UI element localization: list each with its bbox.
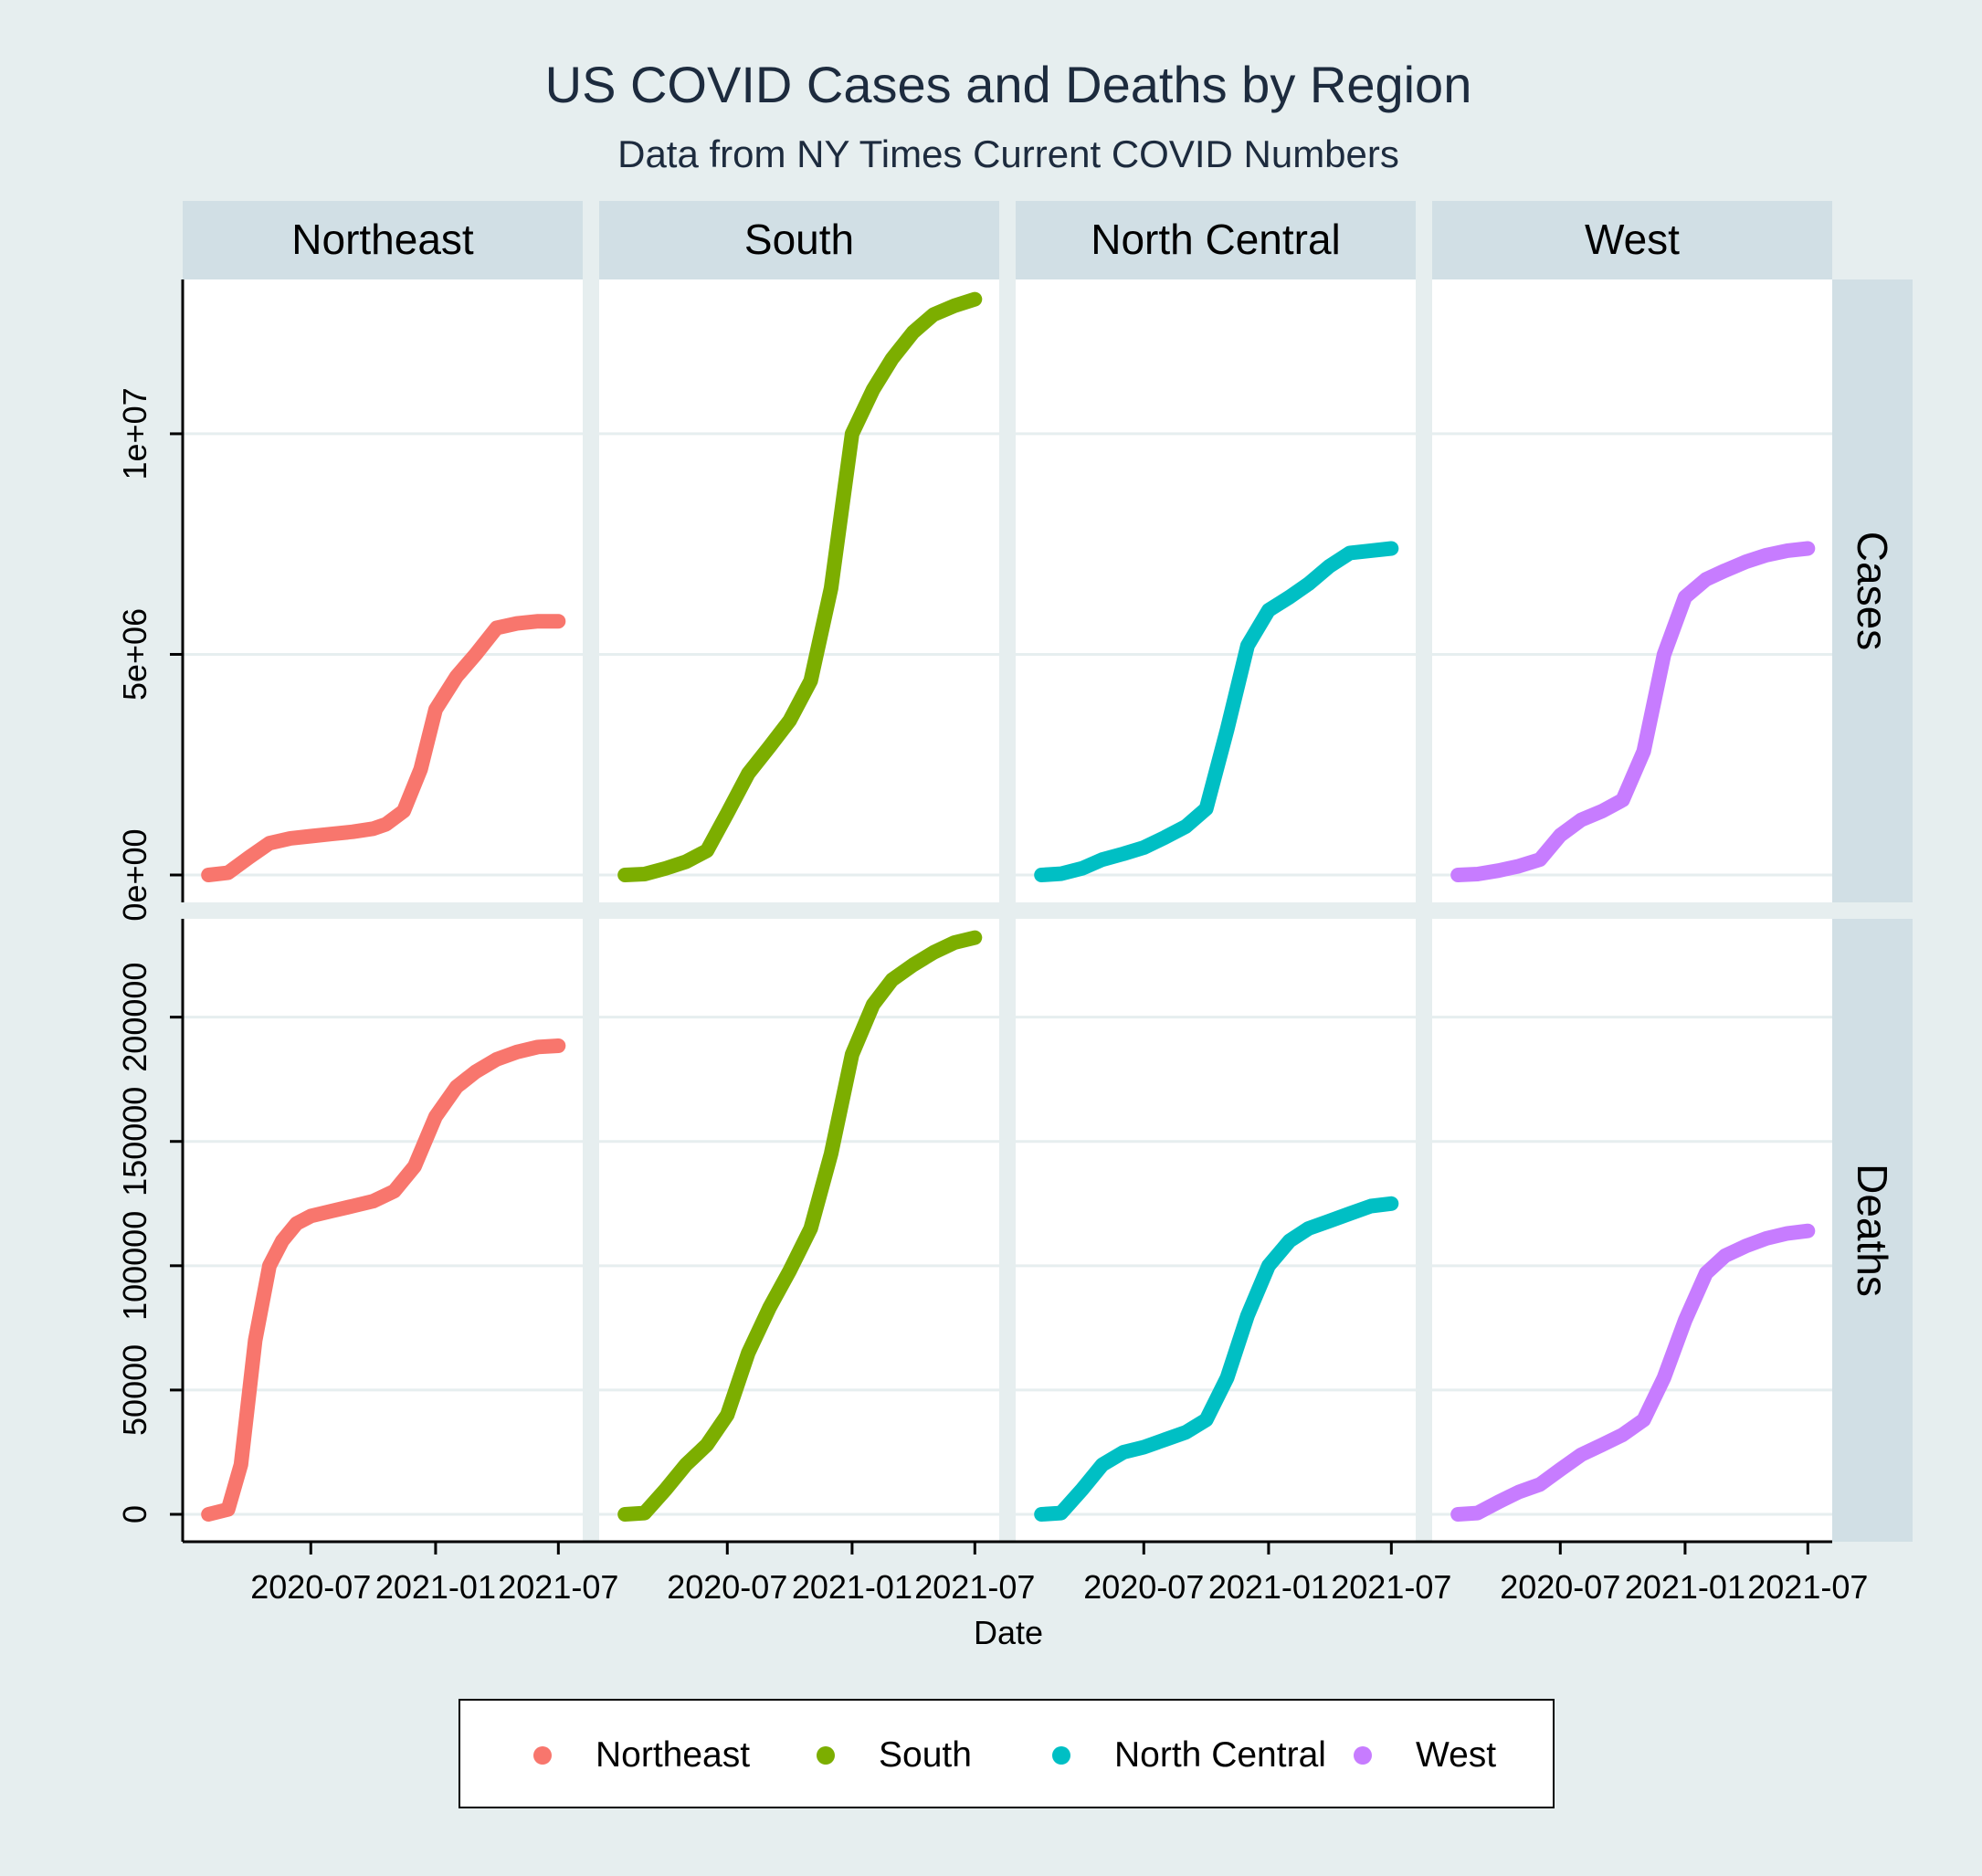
series-line-northeast-deaths: [201, 1038, 566, 1522]
panel-deaths-south: [599, 919, 999, 1542]
legend: Northeast South North Central West: [459, 1699, 1555, 1808]
legend-key-northeast: [533, 1746, 552, 1765]
x-tick-label-north-central: 2020-07: [1083, 1568, 1204, 1606]
series-line-west-deaths: [1450, 1223, 1816, 1522]
y-tick-label-deaths: 100000: [116, 1211, 153, 1321]
x-tick-label-west: 2021-01: [1625, 1568, 1745, 1606]
y-tick-label-cases: 0e+00: [116, 828, 153, 921]
facet-strip-label-north-central: North Central: [1091, 216, 1341, 263]
panel-cases-northeast: [183, 279, 583, 902]
legend-label-north-central: North Central: [1114, 1735, 1326, 1775]
y-tick-label-deaths: 150000: [116, 1087, 153, 1196]
x-tick-label-north-central: 2021-07: [1331, 1568, 1451, 1606]
facet-strip-west: [1432, 201, 1832, 279]
x-tick-label-south: 2021-01: [792, 1568, 912, 1606]
row-strip-cases: [1832, 279, 1913, 902]
legend-label-south: South: [879, 1735, 972, 1775]
legend-item-south: South: [817, 1701, 972, 1810]
legend-key-west: [1354, 1746, 1372, 1765]
series-line-south-deaths: [617, 930, 983, 1522]
x-tick-label-northeast: 2021-07: [498, 1568, 618, 1606]
legend-key-north-central: [1052, 1746, 1070, 1765]
legend-item-west: West: [1354, 1701, 1496, 1810]
legend-item-northeast: Northeast: [533, 1701, 750, 1810]
series-line-south-cases: [617, 291, 983, 882]
facet-strip-label-northeast: Northeast: [291, 216, 474, 263]
legend-item-north-central: North Central: [1052, 1701, 1326, 1810]
panel-cases-south: [599, 279, 999, 902]
series-line-north-central-deaths: [1034, 1196, 1399, 1522]
y-tick-label-deaths: 200000: [116, 963, 153, 1072]
x-axis-title: Date: [974, 1614, 1043, 1651]
panel-cases-north-central: [1016, 279, 1416, 902]
x-tick-label-west: 2020-07: [1500, 1568, 1620, 1606]
chart-subtitle: Data from NY Times Current COVID Numbers: [617, 132, 1399, 175]
x-tick-label-north-central: 2021-01: [1208, 1568, 1329, 1606]
legend-label-northeast: Northeast: [596, 1735, 751, 1775]
panel-deaths-west: [1432, 919, 1832, 1542]
y-tick-label-deaths: 50000: [116, 1344, 153, 1436]
facet-strip-north-central: [1016, 201, 1416, 279]
panel-cases-west: [1432, 279, 1832, 902]
facet-strip-northeast: [183, 201, 583, 279]
legend-label-west: West: [1416, 1735, 1497, 1775]
row-strip-label-cases: Cases: [1849, 532, 1896, 650]
row-strip-deaths: [1832, 919, 1913, 1542]
series-line-northeast-cases: [201, 614, 566, 882]
series-line-north-central-cases: [1034, 541, 1399, 882]
y-tick-label-deaths: 0: [116, 1505, 153, 1523]
facet-strip-south: [599, 201, 999, 279]
row-strip-label-deaths: Deaths: [1849, 1164, 1896, 1297]
panel-deaths-north-central: [1016, 919, 1416, 1542]
facet-strip-label-south: South: [744, 216, 854, 263]
x-tick-label-west: 2021-07: [1747, 1568, 1868, 1606]
y-tick-label-cases: 1e+07: [116, 387, 153, 480]
x-tick-label-northeast: 2021-01: [375, 1568, 496, 1606]
x-tick-label-south: 2020-07: [667, 1568, 787, 1606]
chart-title: US COVID Cases and Deaths by Region: [545, 56, 1472, 113]
x-tick-label-south: 2021-07: [914, 1568, 1035, 1606]
y-tick-label-cases: 5e+06: [116, 608, 153, 701]
facet-strip-label-west: West: [1585, 216, 1680, 263]
legend-key-south: [817, 1746, 835, 1765]
x-tick-label-northeast: 2020-07: [250, 1568, 371, 1606]
series-line-west-cases: [1450, 541, 1816, 882]
